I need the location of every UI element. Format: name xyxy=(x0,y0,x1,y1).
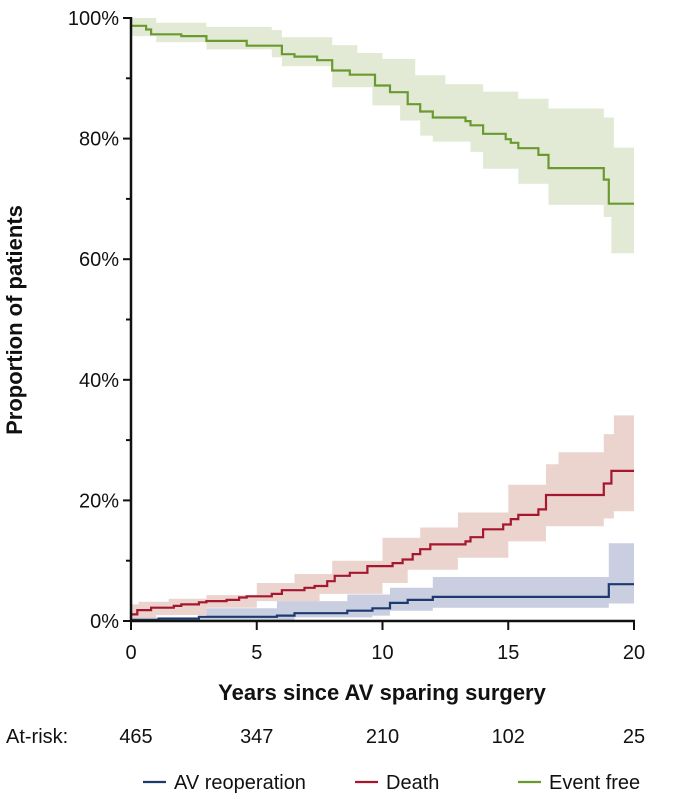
curve-av-reoperation xyxy=(131,583,634,621)
legend-label: Death xyxy=(386,772,439,794)
at-risk-value: 25 xyxy=(623,726,645,748)
at-risk-values: 465 347 210 102 25 xyxy=(119,726,645,748)
ci-band-event-free xyxy=(131,18,634,254)
y-tick-label: 0% xyxy=(90,611,119,633)
legend-label: Event free xyxy=(549,772,640,794)
x-tick-label: 10 xyxy=(371,642,393,664)
ci-band-av-reoperation xyxy=(131,543,634,621)
y-axis-label: Proportion of patients xyxy=(2,205,27,435)
legend-label: AV reoperation xyxy=(174,772,306,794)
x-tick-label: 5 xyxy=(251,642,262,664)
y-tick-label: 20% xyxy=(79,490,119,512)
curve-event-free xyxy=(131,24,634,205)
x-tick-label: 15 xyxy=(497,642,519,664)
y-tick-label: 40% xyxy=(79,370,119,392)
y-tick-label: 100% xyxy=(68,8,119,30)
at-risk-value: 347 xyxy=(240,726,273,748)
survival-curves xyxy=(131,24,634,621)
axes: 0% 20% 40% 60% 80% 100% 0 5 10 15 20 xyxy=(68,8,645,664)
curve-death xyxy=(131,469,634,616)
ci-band-death xyxy=(131,415,634,621)
confidence-bands xyxy=(131,18,634,621)
at-risk-value: 102 xyxy=(492,726,525,748)
y-tick-label: 60% xyxy=(79,249,119,271)
legend: AV reoperation Death Event free xyxy=(143,772,640,794)
x-tick-label: 20 xyxy=(623,642,645,664)
at-risk-label: At-risk: xyxy=(6,726,68,748)
x-tick-label: 0 xyxy=(125,642,136,664)
at-risk-value: 465 xyxy=(119,726,152,748)
x-axis-label: Years since AV sparing surgery xyxy=(218,680,546,705)
at-risk-value: 210 xyxy=(366,726,399,748)
y-tick-label: 80% xyxy=(79,129,119,151)
